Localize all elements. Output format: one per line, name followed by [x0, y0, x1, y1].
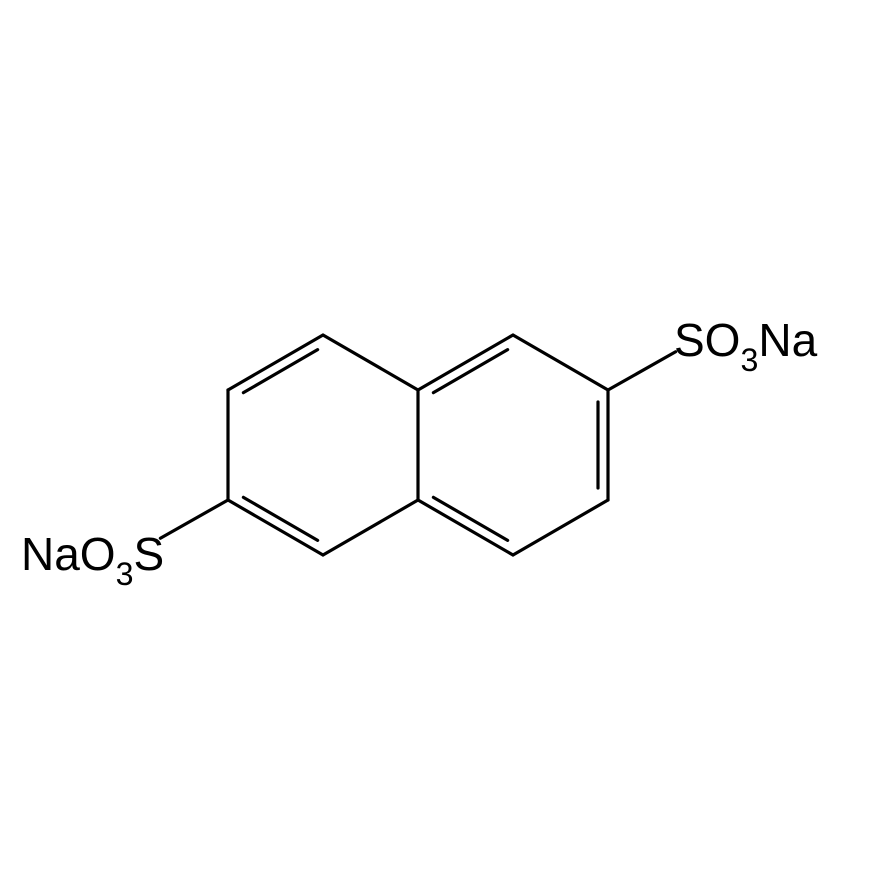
molecule-canvas: SO3Na NaO3S: [0, 0, 890, 890]
substituent-label-top-right: SO3Na: [674, 313, 817, 374]
molecule-svg: [0, 0, 890, 890]
substituent-label-bottom-left: NaO3S: [21, 527, 164, 588]
